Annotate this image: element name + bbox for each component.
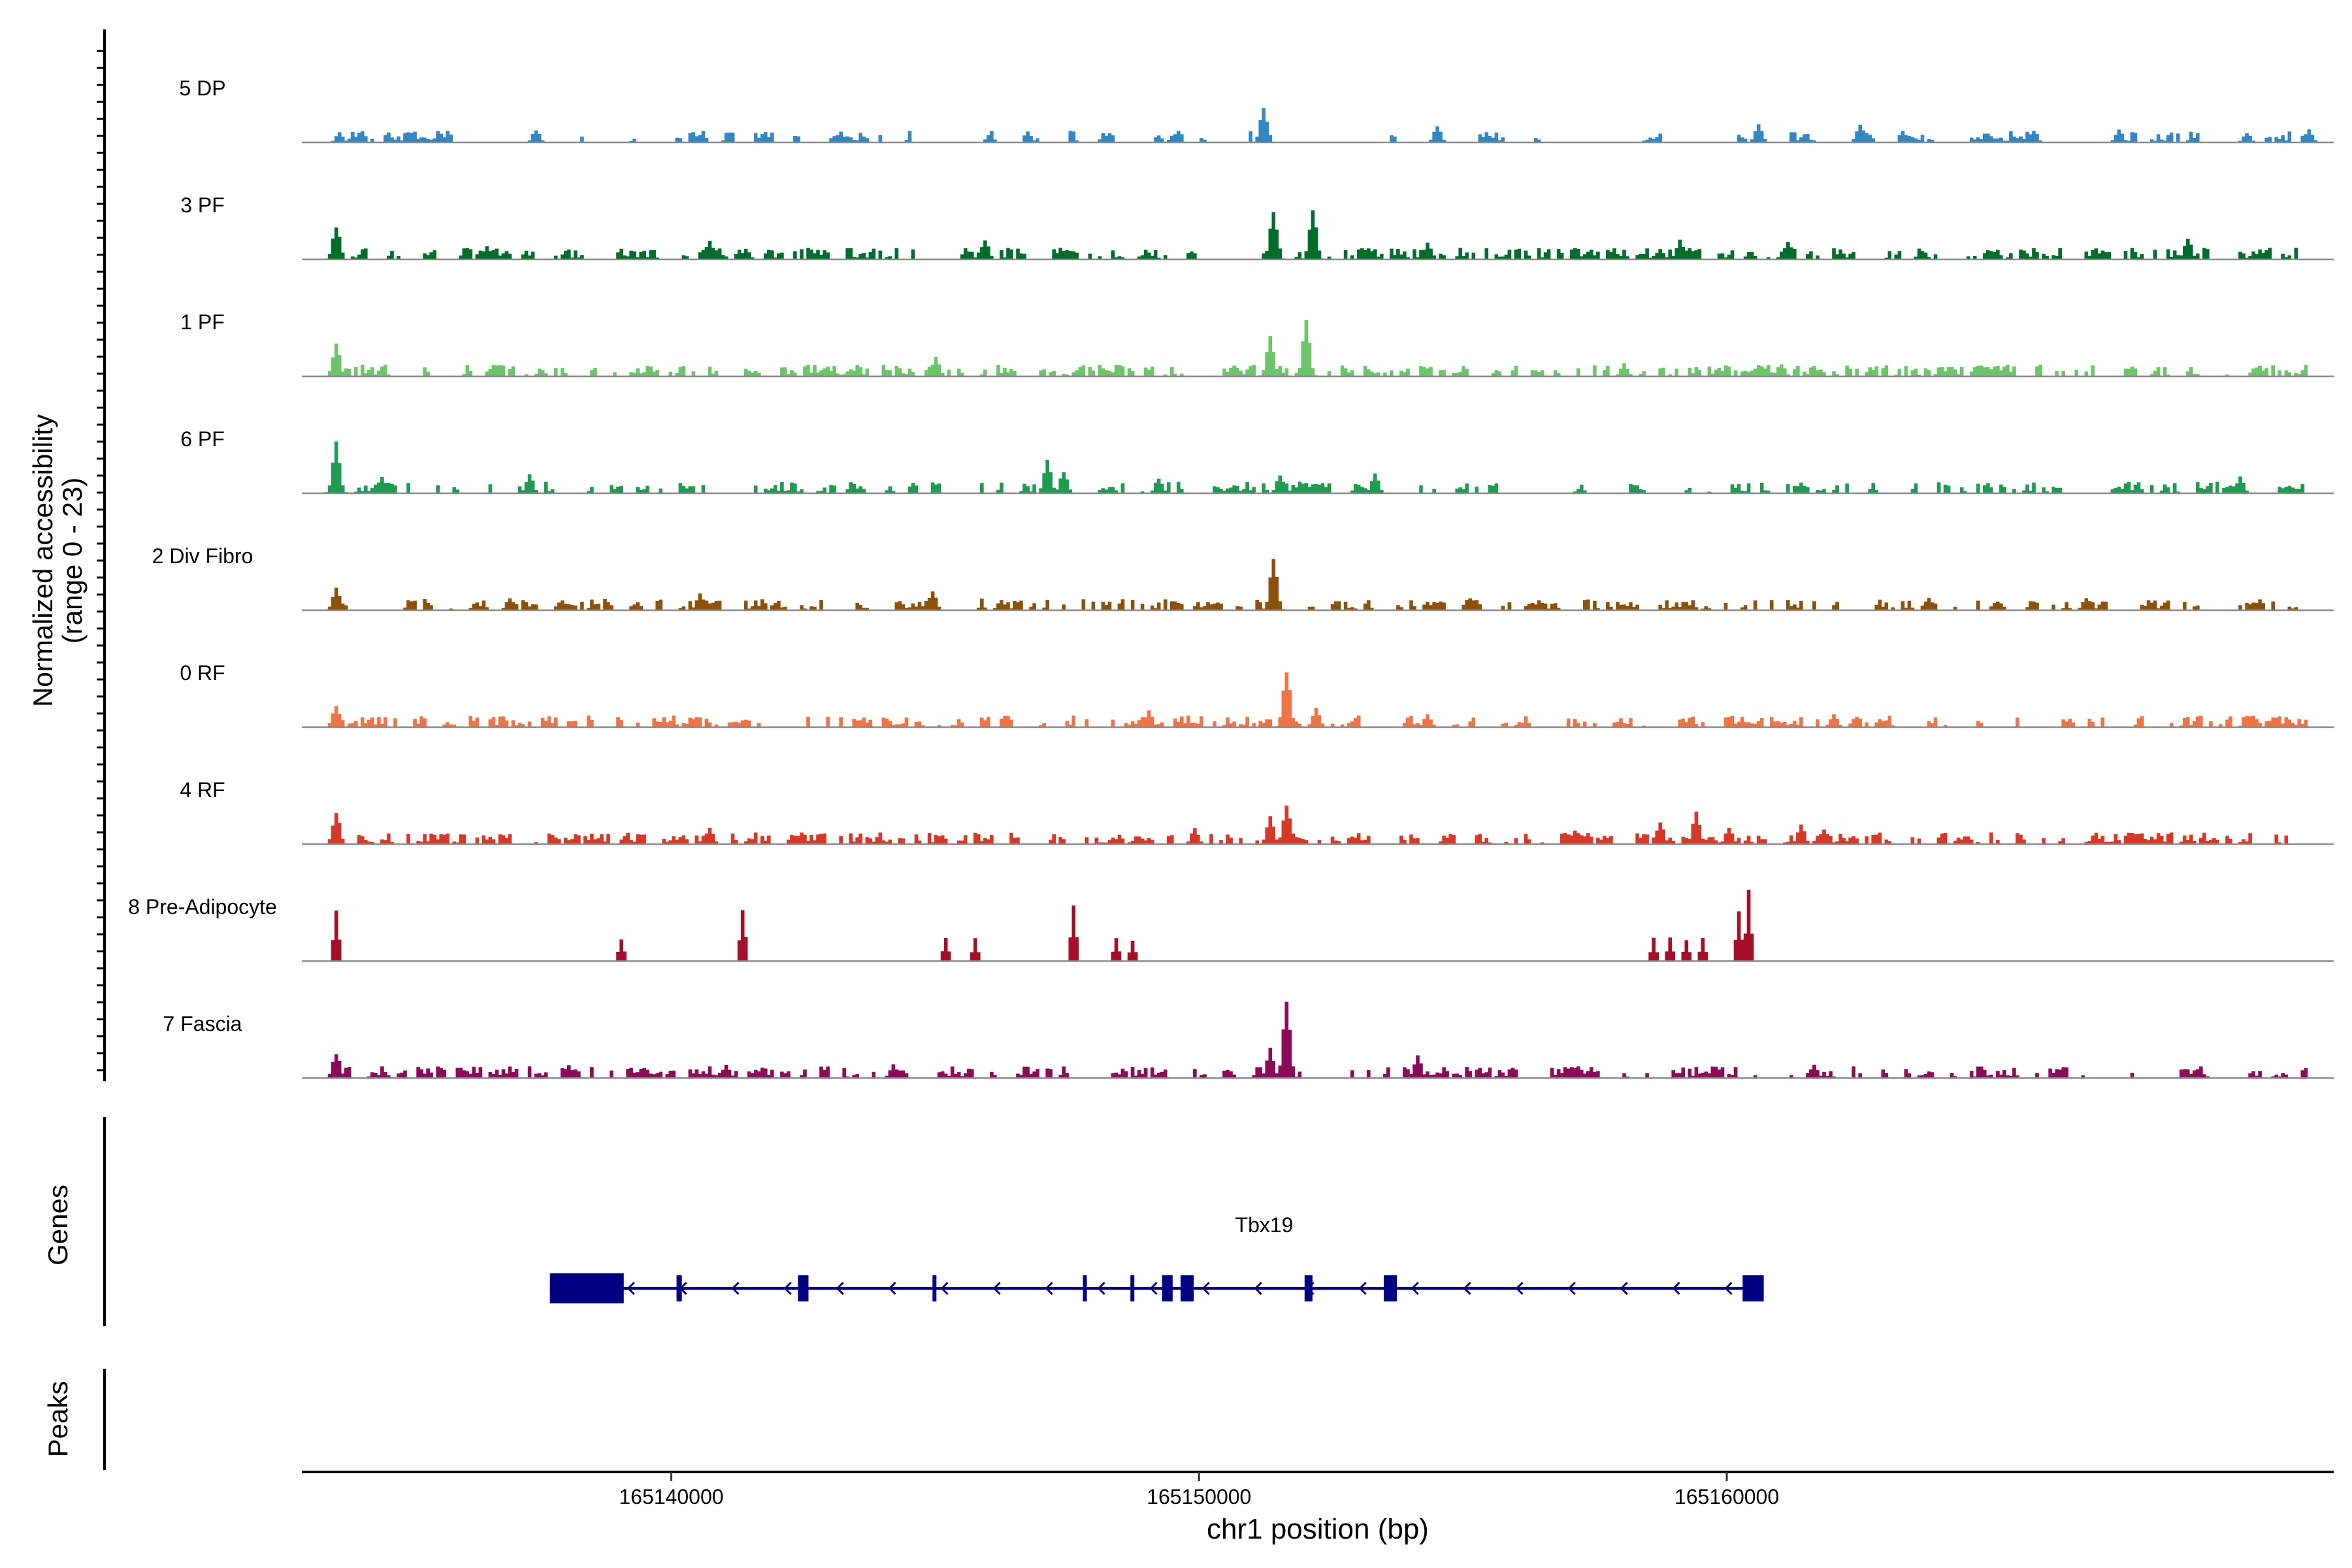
coverage-area bbox=[327, 108, 2321, 143]
strand-arrow bbox=[1097, 1281, 1105, 1296]
gene-exon bbox=[1304, 1275, 1313, 1301]
strand-arrow bbox=[783, 1281, 792, 1296]
y-axis-label-line2: (range 0 - 23) bbox=[57, 478, 88, 644]
strand-arrow bbox=[1411, 1281, 1419, 1296]
gene-exon bbox=[1180, 1275, 1194, 1301]
gene-name-label: Tbx19 bbox=[1235, 1213, 1294, 1237]
coverage-area bbox=[324, 441, 2305, 494]
strand-arrow bbox=[940, 1281, 949, 1296]
strand-arrow bbox=[1515, 1281, 1524, 1296]
peaks-track-label: Peaks bbox=[42, 1381, 73, 1458]
strand-arrow bbox=[1620, 1281, 1628, 1296]
coverage-area bbox=[331, 889, 1754, 962]
coverage-tracks: 5 DP 3 PF 1 PF 6 PF 2 Div Fibro 0 RF 4 RF 8 Pre… bbox=[128, 76, 2334, 1079]
coverage-area bbox=[324, 210, 2298, 260]
track-label: 6 PF bbox=[180, 427, 225, 451]
x-tick-label: 165140000 bbox=[619, 1485, 723, 1509]
x-axis: 165140000 165150000 165160000 bbox=[302, 1471, 2334, 1509]
strand-arrow bbox=[1149, 1281, 1158, 1296]
genes-track: Genes Tbx19 bbox=[42, 1117, 1764, 1326]
x-tick-label: 165160000 bbox=[1674, 1485, 1779, 1509]
track-4-rf: 4 RF bbox=[180, 778, 2334, 845]
track-label: 1 PF bbox=[180, 310, 225, 334]
track-6-pf: 6 PF bbox=[180, 427, 2334, 495]
strand-arrow bbox=[1045, 1281, 1053, 1296]
strand-arrow bbox=[836, 1281, 844, 1296]
coverage-area bbox=[324, 1002, 2308, 1079]
track-5-dp: 5 DP bbox=[179, 76, 2334, 144]
coverage-area bbox=[324, 559, 2298, 611]
track-label: 4 RF bbox=[180, 778, 225, 802]
gene-model bbox=[549, 1273, 1764, 1303]
gene-exon bbox=[676, 1275, 682, 1301]
x-axis-label: chr1 position (bp) bbox=[1207, 1513, 1429, 1545]
gene-exon bbox=[1130, 1275, 1135, 1301]
strand-arrow bbox=[1672, 1281, 1680, 1296]
strand-arrow bbox=[1201, 1281, 1210, 1296]
strand-arrow bbox=[1254, 1281, 1262, 1296]
strand-arrow bbox=[1358, 1281, 1367, 1296]
track-0-rf: 0 RF bbox=[180, 661, 2334, 728]
x-tick-label: 165150000 bbox=[1147, 1485, 1251, 1509]
strand-arrow bbox=[1463, 1281, 1471, 1296]
track-7-fascia: 7 Fascia bbox=[163, 1002, 2334, 1079]
gene-exon bbox=[1742, 1275, 1764, 1301]
strand-arrow bbox=[1567, 1281, 1576, 1296]
gene-exon bbox=[1383, 1275, 1397, 1301]
y-axis-label-line1: Normalized accessibility bbox=[27, 414, 58, 707]
track-2-div-fibro: 2 Div Fibro bbox=[152, 544, 2334, 612]
coverage-area bbox=[324, 672, 2308, 728]
gene-exon bbox=[1162, 1275, 1173, 1301]
gene-exon bbox=[1083, 1275, 1087, 1301]
strand-arrow bbox=[992, 1281, 1001, 1296]
gene-exon bbox=[549, 1273, 624, 1303]
track-label: 0 RF bbox=[180, 661, 225, 685]
coverage-area bbox=[324, 806, 2289, 845]
coverage-area bbox=[324, 319, 2308, 377]
track-1-pf: 1 PF bbox=[180, 310, 2334, 378]
track-label: 8 Pre-Adipocyte bbox=[128, 895, 277, 919]
strand-arrow bbox=[888, 1281, 896, 1296]
track-3-pf: 3 PF bbox=[180, 193, 2334, 261]
gene-exon bbox=[932, 1275, 937, 1301]
track-label: 7 Fascia bbox=[163, 1012, 242, 1036]
track-label: 5 DP bbox=[179, 76, 225, 100]
y-axis bbox=[97, 29, 106, 1081]
strand-arrow bbox=[627, 1281, 635, 1296]
strand-arrow bbox=[731, 1281, 740, 1296]
peaks-track: Peaks bbox=[42, 1369, 106, 1470]
track-8-pre-adipocyte: 8 Pre-Adipocyte bbox=[128, 889, 2334, 962]
strand-arrow bbox=[1724, 1281, 1733, 1296]
track-label: 2 Div Fibro bbox=[152, 544, 253, 568]
track-label: 3 PF bbox=[180, 193, 225, 217]
gene-exon bbox=[798, 1275, 809, 1301]
genes-track-label: Genes bbox=[42, 1184, 73, 1266]
